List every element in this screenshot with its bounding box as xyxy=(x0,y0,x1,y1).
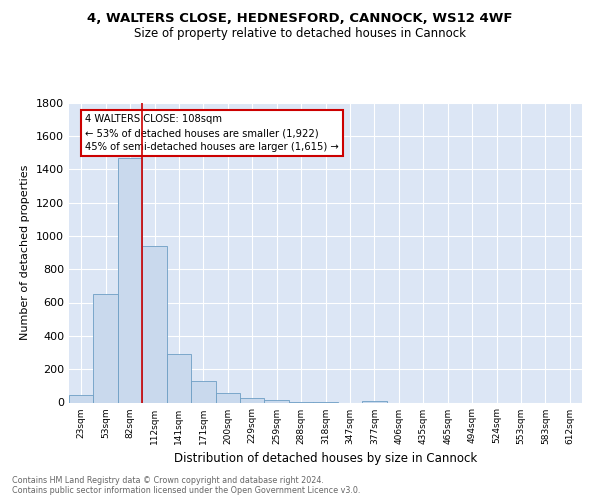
Text: Contains HM Land Registry data © Crown copyright and database right 2024.
Contai: Contains HM Land Registry data © Crown c… xyxy=(12,476,361,495)
X-axis label: Distribution of detached houses by size in Cannock: Distribution of detached houses by size … xyxy=(174,452,477,465)
Bar xyxy=(362,400,386,402)
Bar xyxy=(215,392,240,402)
Bar xyxy=(142,246,167,402)
Bar xyxy=(94,294,118,403)
Bar xyxy=(265,400,289,402)
Bar xyxy=(240,398,265,402)
Text: 4 WALTERS CLOSE: 108sqm
← 53% of detached houses are smaller (1,922)
45% of semi: 4 WALTERS CLOSE: 108sqm ← 53% of detache… xyxy=(85,114,338,152)
Bar xyxy=(191,381,215,402)
Y-axis label: Number of detached properties: Number of detached properties xyxy=(20,165,31,340)
Text: 4, WALTERS CLOSE, HEDNESFORD, CANNOCK, WS12 4WF: 4, WALTERS CLOSE, HEDNESFORD, CANNOCK, W… xyxy=(87,12,513,26)
Bar xyxy=(69,395,94,402)
Bar xyxy=(118,158,142,402)
Text: Size of property relative to detached houses in Cannock: Size of property relative to detached ho… xyxy=(134,28,466,40)
Bar xyxy=(167,354,191,403)
